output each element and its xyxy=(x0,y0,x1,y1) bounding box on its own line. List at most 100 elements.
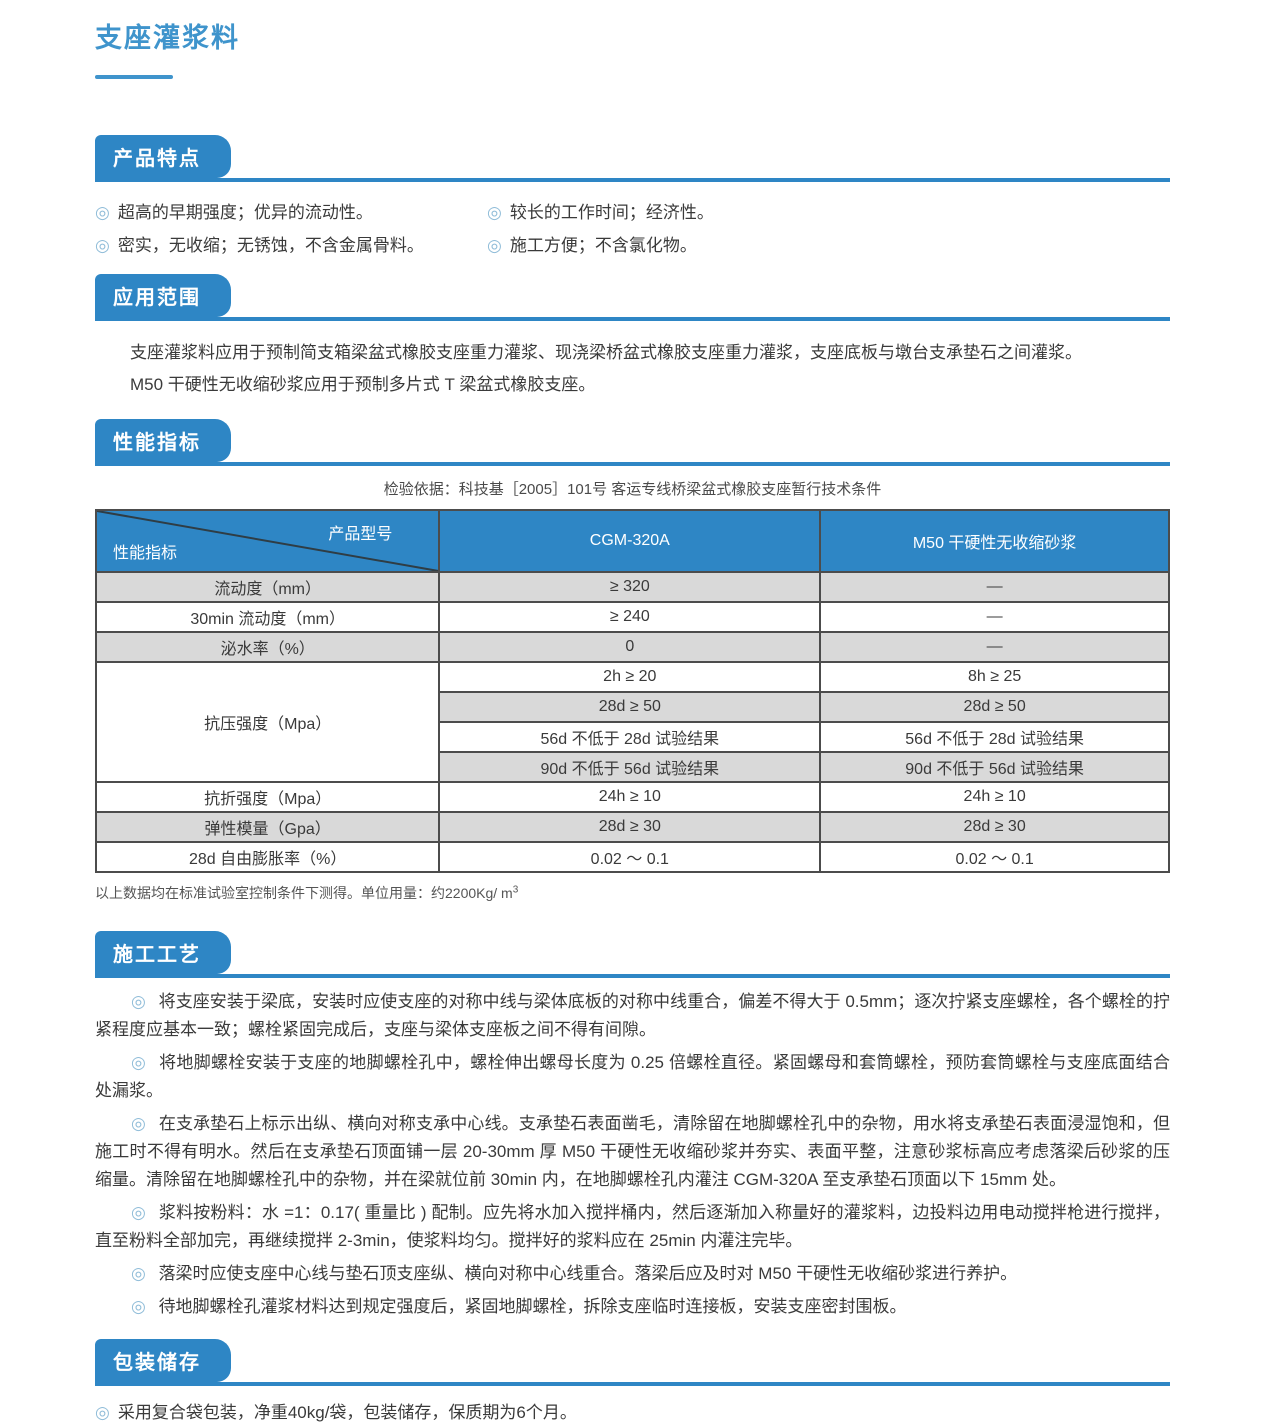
ring-bullet-icon: ◎ xyxy=(487,236,502,255)
feature-item: ◎ 施工方便；不含氯化物。 xyxy=(487,229,1170,262)
value-cell-cgm: ≥ 240 xyxy=(438,601,822,633)
row-label-cell: 28d 自由膨胀率（%） xyxy=(94,841,441,873)
value-cell-m50: 8h ≥ 25 xyxy=(819,661,1170,693)
value-cell-cgm: 28d ≥ 30 xyxy=(438,811,822,843)
construction-paragraph: ◎ 浆料按粉料：水 =1：0.17( 重量比 ) 配制。应先将水加入搅拌桶内，然… xyxy=(95,1199,1170,1255)
value-cell-m50: 56d 不低于 28d 试验结果 xyxy=(819,721,1170,753)
table-row: 90d 不低于 56d 试验结果 90d 不低于 56d 试验结果 xyxy=(96,751,1170,783)
table-header-row: 产品型号 性能指标 CGM-320A M50 干硬性无收缩砂浆 xyxy=(94,509,1170,573)
value-cell-cgm: 56d 不低于 28d 试验结果 xyxy=(438,721,822,753)
table-footnote: 以上数据均在标准试验室控制条件下测得。单位用量：约2200Kg/ m3 xyxy=(95,884,519,901)
table-row: 抗折强度（Mpa） 24h ≥ 10 24h ≥ 10 xyxy=(94,781,1170,813)
table-row: 弹性模量（Gpa） 28d ≥ 30 28d ≥ 30 xyxy=(94,811,1170,843)
value-cell-m50: — xyxy=(819,601,1170,633)
corner-label-indicator: 性能指标 xyxy=(113,545,178,562)
feature-text: 施工方便；不含氯化物。 xyxy=(509,236,697,255)
ring-bullet-icon: ◎ xyxy=(131,992,151,1011)
performance-table-body: 流动度（mm） ≥ 320—30min 流动度（mm） ≥ 240— 泌水率（%） 0—… xyxy=(94,571,1170,873)
row-label-cell: 抗压强度（Mpa） xyxy=(94,661,441,783)
value-cell-cgm: 28d ≥ 50 xyxy=(438,691,822,723)
section-header-performance: 性能指标 xyxy=(95,419,1170,466)
construction-text: 在支承垫石上标示出纵、横向对称支承中心线。支承垫石表面凿毛，清除留在地脚螺栓孔中… xyxy=(95,1114,1170,1189)
ring-bullet-icon: ◎ xyxy=(95,203,110,222)
packaging-badge: 包装储存 xyxy=(95,1339,231,1382)
corner-header-cell: 产品型号 性能指标 xyxy=(94,509,441,573)
value-cell-cgm: 0 xyxy=(438,631,822,663)
row-label-cell: 抗折强度（Mpa） xyxy=(94,781,441,813)
value-cell-cgm: 24h ≥ 10 xyxy=(438,781,822,813)
ring-bullet-icon: ◎ xyxy=(131,1297,151,1316)
feature-item: ◎ 较长的工作时间；经济性。 xyxy=(487,196,1170,229)
construction-text: 落梁时应使支座中心线与垫石顶支座纵、横向对称中心线重合。落梁后应及时对 M50 … xyxy=(158,1264,1018,1283)
diagonal-divider xyxy=(97,511,438,571)
row-label-cell: 泌水率（%） xyxy=(94,631,441,663)
table-row: 28d ≥ 50 28d ≥ 50 xyxy=(96,691,1170,723)
page-title: 支座灌浆料 xyxy=(95,23,240,53)
section-header-features: 产品特点 xyxy=(95,135,1170,182)
packaging-item: ◎ 采用复合袋包装，净重40kg/袋，包装储存，保质期为6个月。 xyxy=(95,1400,1170,1426)
inspection-basis: 检验依据：科技基［2005］101号 客运专线桥梁盆式橡胶支座暂行技术条件 xyxy=(383,481,882,498)
section-header-packaging: 包装储存 xyxy=(95,1339,1170,1386)
column-header-cgm: CGM-320A xyxy=(438,509,822,573)
ring-bullet-icon: ◎ xyxy=(131,1203,151,1222)
features-column-right: ◎ 较长的工作时间；经济性。 ◎ 施工方便；不含氯化物。 xyxy=(487,196,1170,262)
feature-item: ◎ 密实，无收缩；无锈蚀，不含金属骨料。 xyxy=(95,229,487,262)
construction-paragraph: ◎ 在支承垫石上标示出纵、横向对称支承中心线。支承垫石表面凿毛，清除留在地脚螺栓… xyxy=(95,1110,1170,1194)
corner-label-product-model: 产品型号 xyxy=(328,526,393,543)
features-list: ◎ 超高的早期强度；优异的流动性。 ◎ 密实，无收缩；无锈蚀，不含金属骨料。 ◎ 较长的… xyxy=(95,196,1170,262)
section-header-application: 应用范围 xyxy=(95,274,1170,321)
value-cell-cgm: 2h ≥ 20 xyxy=(438,661,822,693)
performance-badge: 性能指标 xyxy=(95,419,231,462)
cubic-sup: 3 xyxy=(512,884,519,896)
value-cell-cgm: ≥ 320 xyxy=(438,571,822,603)
table-row: 泌水率（%） 0— xyxy=(94,631,1170,663)
construction-paragraph: ◎ 待地脚螺栓孔灌浆材料达到规定强度后，紧固地脚螺栓，拆除支座临时连接板，安装支… xyxy=(95,1293,1170,1321)
ring-bullet-icon: ◎ xyxy=(131,1114,151,1133)
section-header-construction: 施工工艺 xyxy=(95,931,1170,978)
application-badge: 应用范围 xyxy=(95,274,231,317)
value-cell-cgm: 0.02 ～ 0.1 xyxy=(438,841,822,873)
ring-bullet-icon: ◎ xyxy=(487,203,502,222)
row-label-cell: 30min 流动度（mm） xyxy=(94,601,441,633)
application-text: 支座灌浆料应用于预制简支箱梁盆式橡胶支座重力灌浆、现浇梁桥盆式橡胶支座重力灌浆，… xyxy=(95,337,1170,401)
ring-bullet-icon: ◎ xyxy=(95,1403,110,1422)
application-line: M50 干硬性无收缩砂浆应用于预制多片式 T 梁盆式橡胶支座。 xyxy=(130,375,596,394)
ring-bullet-icon: ◎ xyxy=(95,236,110,255)
table-row: 56d 不低于 28d 试验结果 56d 不低于 28d 试验结果 xyxy=(96,721,1170,753)
construction-paragraph: ◎ 将地脚螺栓安装于支座的地脚螺栓孔中，螺栓伸出螺母长度为 0.25 倍螺栓直径… xyxy=(95,1049,1170,1105)
packaging-text: 采用复合袋包装，净重40kg/袋，包装储存，保质期为6个月。 xyxy=(117,1403,577,1422)
application-line: 支座灌浆料应用于预制简支箱梁盆式橡胶支座重力灌浆、现浇梁桥盆式橡胶支座重力灌浆，… xyxy=(130,343,1082,362)
value-cell-m50: — xyxy=(819,571,1170,603)
value-cell-m50: 0.02 ～ 0.1 xyxy=(819,841,1170,873)
value-cell-m50: 90d 不低于 56d 试验结果 xyxy=(819,751,1170,783)
value-cell-m50: 28d ≥ 30 xyxy=(819,811,1170,843)
construction-text: 待地脚螺栓孔灌浆材料达到规定强度后，紧固地脚螺栓，拆除支座临时连接板，安装支座密… xyxy=(158,1297,907,1316)
table-row: 28d 自由膨胀率（%） 0.02 ～ 0.1 0.02 ～ 0.1 xyxy=(94,841,1170,873)
value-cell-m50: — xyxy=(819,631,1170,663)
construction-text: 浆料按粉料：水 =1：0.17( 重量比 ) 配制。应先将水加入搅拌桶内，然后逐… xyxy=(95,1203,1170,1250)
feature-item: ◎ 超高的早期强度；优异的流动性。 xyxy=(95,196,487,229)
value-cell-m50: 24h ≥ 10 xyxy=(819,781,1170,813)
features-column-left: ◎ 超高的早期强度；优异的流动性。 ◎ 密实，无收缩；无锈蚀，不含金属骨料。 xyxy=(95,196,487,262)
feature-text: 密实，无收缩；无锈蚀，不含金属骨料。 xyxy=(117,236,424,255)
row-label-cell: 流动度（mm） xyxy=(94,571,441,603)
construction-paragraph: ◎ 将支座安装于梁底，安装时应使支座的对称中线与梁体底板的对称中线重合，偏差不得… xyxy=(95,988,1170,1044)
column-header-m50: M50 干硬性无收缩砂浆 xyxy=(819,509,1170,573)
construction-paragraphs: ◎ 将支座安装于梁底，安装时应使支座的对称中线与梁体底板的对称中线重合，偏差不得… xyxy=(95,988,1170,1321)
table-row: 30min 流动度（mm） ≥ 240— xyxy=(94,601,1170,633)
value-cell-cgm: 90d 不低于 56d 试验结果 xyxy=(438,751,822,783)
feature-text: 较长的工作时间；经济性。 xyxy=(509,203,714,222)
construction-text: 将地脚螺栓安装于支座的地脚螺栓孔中，螺栓伸出螺母长度为 0.25 倍螺栓直径。紧… xyxy=(95,1053,1171,1100)
title-underline xyxy=(95,75,173,79)
performance-table: 产品型号 性能指标 CGM-320A M50 干硬性无收缩砂浆 流动度（mm） ≥… xyxy=(94,509,1170,873)
ring-bullet-icon: ◎ xyxy=(131,1264,151,1283)
feature-text: 超高的早期强度；优异的流动性。 xyxy=(117,203,373,222)
row-label-cell: 弹性模量（Gpa） xyxy=(94,811,441,843)
table-row: 流动度（mm） ≥ 320— xyxy=(94,571,1170,603)
features-badge: 产品特点 xyxy=(95,135,231,178)
ring-bullet-icon: ◎ xyxy=(131,1053,152,1072)
construction-paragraph: ◎ 落梁时应使支座中心线与垫石顶支座纵、横向对称中心线重合。落梁后应及时对 M5… xyxy=(95,1260,1170,1288)
construction-badge: 施工工艺 xyxy=(95,931,231,974)
table-row: 抗压强度（Mpa） 2h ≥ 20 8h ≥ 25 xyxy=(94,661,1170,783)
